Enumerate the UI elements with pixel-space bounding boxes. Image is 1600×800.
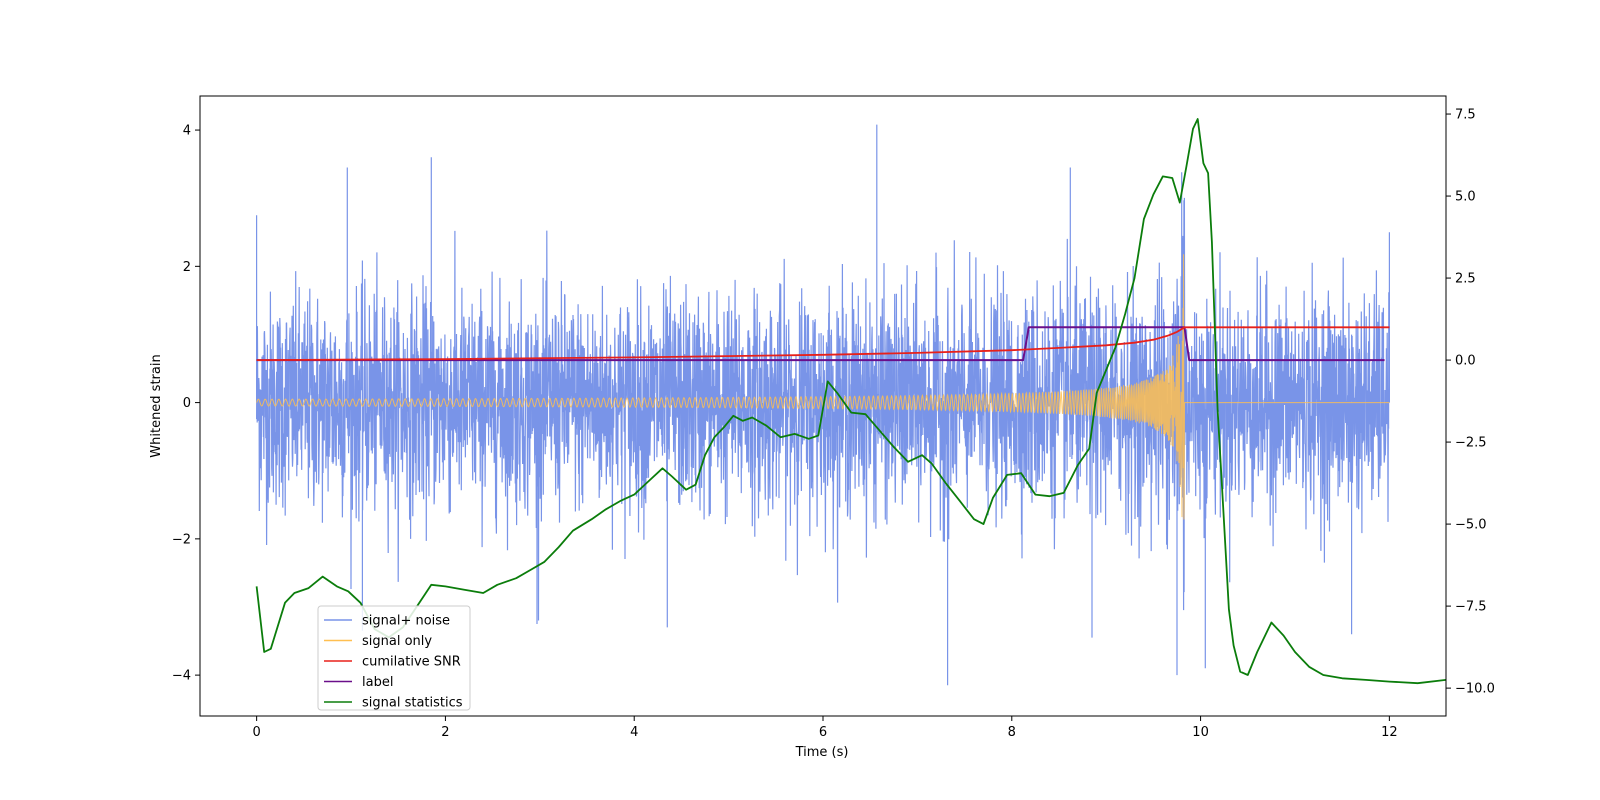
series-cumulative-snr <box>256 326 1390 361</box>
y-axis-left: −4 −2 0 2 4 <box>172 124 200 684</box>
y-tick-label: −4 <box>172 669 191 684</box>
series-signal-statistics <box>255 118 1446 685</box>
x-tick-label: 6 <box>819 725 827 740</box>
legend-label: signal statistics <box>362 696 463 711</box>
series-signal-noise <box>256 124 1390 686</box>
legend-label: signal only <box>362 634 432 649</box>
y2-tick-label: 2.5 <box>1455 272 1476 287</box>
y-tick-label: 0 <box>183 396 191 411</box>
y-tick-label: 4 <box>183 124 191 139</box>
y-tick-label: −2 <box>172 532 191 547</box>
y2-tick-label: −2.5 <box>1455 436 1487 451</box>
y-axis-label: Whitened strain <box>149 354 164 457</box>
x-tick-label: 8 <box>1008 725 1016 740</box>
legend-label: label <box>362 675 393 690</box>
x-axis-label: Time (s) <box>795 745 849 760</box>
legend-box <box>317 605 471 711</box>
y2-tick-label: 5.0 <box>1455 190 1476 205</box>
legend: signal+ noise signal only cumilative SNR la… <box>317 605 471 711</box>
y2-tick-label: −5.0 <box>1455 518 1487 533</box>
x-tick-label: 12 <box>1381 725 1398 740</box>
x-tick-label: 4 <box>630 725 638 740</box>
y2-tick-label: −7.5 <box>1455 600 1487 615</box>
x-axis: 0 2 4 6 8 10 12 <box>252 716 1398 740</box>
y2-tick-label: −10.0 <box>1455 682 1495 697</box>
series-label <box>256 326 1385 362</box>
y-axis-right: −10.0 −7.5 −5.0 −2.5 0.0 2.5 5.0 7.5 <box>1446 108 1495 697</box>
y2-tick-label: 0.0 <box>1455 354 1476 369</box>
legend-label: signal+ noise <box>362 614 450 629</box>
series-layer <box>255 118 1446 686</box>
x-tick-label: 2 <box>441 725 449 740</box>
y-tick-label: 2 <box>183 260 191 275</box>
x-tick-label: 10 <box>1192 725 1209 740</box>
y2-tick-label: 7.5 <box>1455 108 1476 123</box>
x-tick-label: 0 <box>252 725 260 740</box>
legend-label: cumilative SNR <box>362 655 461 670</box>
